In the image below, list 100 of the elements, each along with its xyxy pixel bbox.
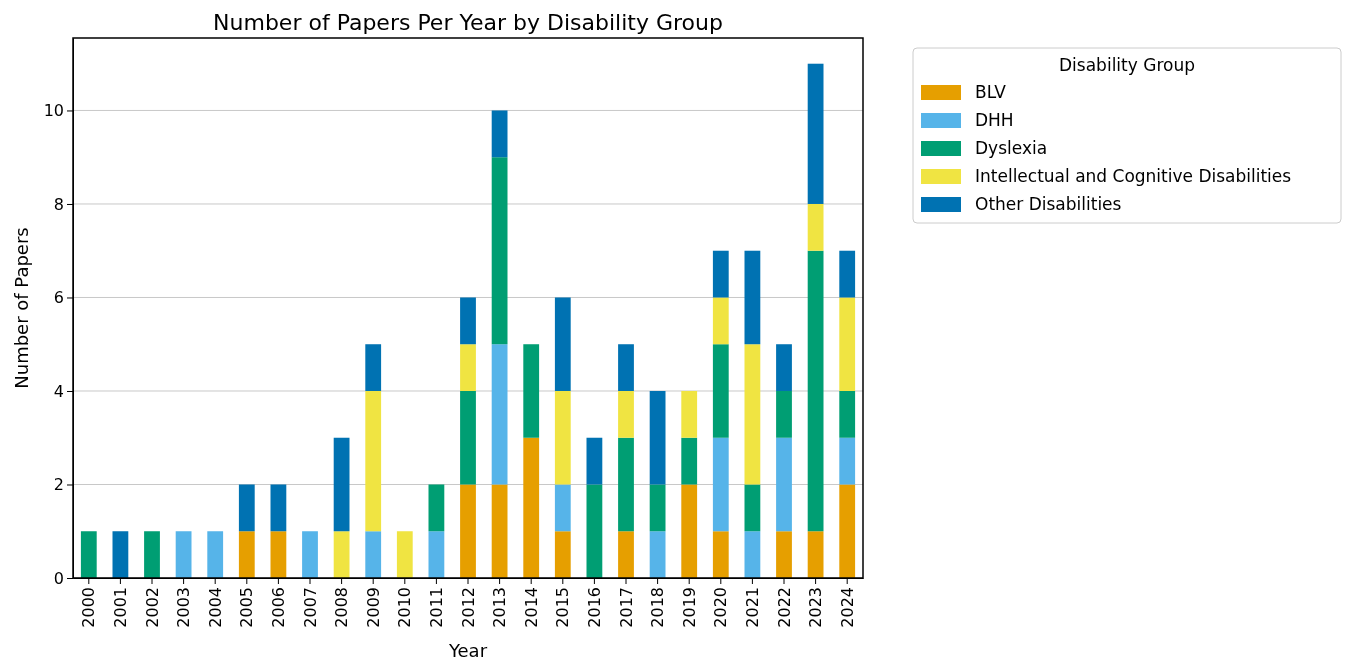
bar bbox=[554, 484, 571, 532]
legend-label: DHH bbox=[975, 110, 1014, 130]
legend-label: Other Disabilities bbox=[975, 194, 1122, 214]
x-tick-label: 2009 bbox=[363, 587, 383, 628]
x-tick-label: 2012 bbox=[458, 587, 478, 628]
bar bbox=[491, 484, 508, 578]
bar bbox=[428, 531, 445, 578]
y-tick-label: 4 bbox=[53, 381, 64, 401]
bar bbox=[681, 390, 698, 438]
y-tick-label: 2 bbox=[53, 475, 64, 495]
bar bbox=[712, 250, 729, 298]
bar bbox=[839, 484, 856, 578]
bar bbox=[365, 344, 382, 391]
bar bbox=[270, 531, 287, 578]
bar bbox=[776, 531, 792, 578]
bar bbox=[807, 250, 824, 532]
bar bbox=[649, 390, 666, 485]
x-tick-label: 2008 bbox=[332, 587, 352, 628]
x-tick-label: 2020 bbox=[711, 587, 731, 628]
bar bbox=[365, 390, 382, 532]
x-tick-label: 2005 bbox=[237, 587, 257, 628]
bar bbox=[712, 344, 729, 438]
bar bbox=[238, 531, 255, 578]
x-tick-label: 2011 bbox=[427, 587, 446, 628]
bar bbox=[554, 390, 571, 485]
x-tick-label: 2022 bbox=[774, 587, 794, 628]
x-tick-label: 2023 bbox=[806, 587, 826, 628]
bar bbox=[428, 484, 445, 532]
bar bbox=[302, 531, 318, 578]
bar bbox=[776, 390, 792, 438]
x-tick-label: 2014 bbox=[521, 587, 541, 628]
bar bbox=[460, 484, 476, 578]
bar bbox=[839, 250, 856, 298]
legend-label: Dyslexia bbox=[975, 138, 1048, 158]
y-tick-label: 8 bbox=[53, 194, 64, 214]
y-tick-label: 10 bbox=[43, 101, 64, 121]
bar bbox=[618, 531, 634, 578]
bar bbox=[744, 484, 761, 532]
bar bbox=[460, 390, 476, 485]
bar bbox=[238, 484, 255, 532]
legend-title: Disability Group bbox=[1059, 55, 1195, 75]
bar bbox=[744, 250, 761, 345]
bar bbox=[80, 531, 97, 578]
y-axis-title: Number of Papers bbox=[11, 227, 32, 389]
bar bbox=[523, 344, 540, 438]
bar bbox=[744, 531, 761, 578]
bar bbox=[681, 437, 698, 485]
y-tick-label: 6 bbox=[53, 288, 64, 308]
chart-title: Number of Papers Per Year by Disability Group bbox=[213, 10, 723, 35]
bar bbox=[333, 531, 350, 578]
bar bbox=[839, 437, 856, 485]
bar bbox=[112, 531, 129, 578]
bar bbox=[744, 344, 761, 485]
x-tick-label: 2016 bbox=[585, 587, 604, 628]
bar bbox=[554, 531, 571, 578]
bar bbox=[776, 344, 792, 391]
bar bbox=[586, 437, 603, 485]
bar bbox=[554, 297, 571, 391]
x-tick-label: 2018 bbox=[648, 587, 668, 628]
x-tick-label: 2015 bbox=[553, 587, 573, 628]
x-tick-label: 2013 bbox=[490, 587, 510, 628]
bar bbox=[460, 297, 476, 345]
x-tick-label: 2024 bbox=[837, 587, 857, 628]
bar bbox=[681, 484, 698, 578]
bar bbox=[712, 297, 729, 345]
bar bbox=[618, 437, 634, 532]
bar bbox=[491, 157, 508, 345]
bar bbox=[649, 484, 666, 532]
bar bbox=[460, 344, 476, 391]
bar bbox=[365, 531, 382, 578]
x-tick-label: 2004 bbox=[205, 587, 225, 628]
x-tick-label: 2006 bbox=[269, 587, 288, 628]
bar bbox=[776, 437, 792, 532]
bar bbox=[491, 344, 508, 485]
x-tick-label: 2002 bbox=[142, 587, 162, 628]
x-tick-label: 2000 bbox=[79, 587, 99, 628]
x-tick-label: 2010 bbox=[395, 587, 415, 628]
bar bbox=[175, 531, 192, 578]
bar bbox=[333, 437, 350, 532]
x-tick-label: 2003 bbox=[174, 587, 194, 628]
legend-label: Intellectual and Cognitive Disabilities bbox=[975, 166, 1292, 186]
bar bbox=[649, 531, 666, 578]
bar bbox=[523, 437, 540, 578]
y-tick-label: 0 bbox=[53, 568, 64, 588]
x-tick-label: 2001 bbox=[111, 587, 130, 628]
x-tick-label: 2007 bbox=[300, 587, 320, 628]
bar bbox=[712, 437, 729, 532]
bar bbox=[207, 531, 224, 578]
bar bbox=[712, 531, 729, 578]
x-tick-label: 2021 bbox=[743, 587, 762, 628]
legend-label: BLV bbox=[975, 82, 1007, 102]
x-axis-title: Year bbox=[447, 640, 488, 660]
x-tick-label: 2019 bbox=[679, 587, 699, 628]
x-tick-label: 2017 bbox=[616, 587, 636, 628]
bar bbox=[807, 531, 824, 578]
bar bbox=[586, 484, 603, 578]
bar bbox=[144, 531, 160, 578]
bar bbox=[491, 110, 508, 158]
bar bbox=[807, 203, 824, 251]
bar bbox=[270, 484, 287, 532]
